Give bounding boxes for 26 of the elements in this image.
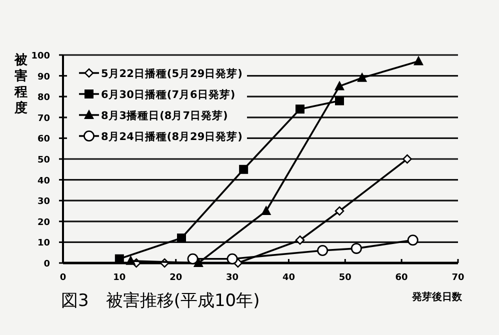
- x-tick-label: 30: [226, 273, 239, 283]
- x-tick-label: 40: [282, 273, 295, 283]
- y-tick-label: 20: [37, 218, 50, 228]
- y-axis-title: 被害程度: [14, 52, 28, 116]
- x-tick-label: 20: [170, 273, 182, 283]
- y-tick-label: 30: [37, 197, 50, 208]
- y-tick-label: 50: [37, 156, 50, 166]
- x-tick-label: 10: [113, 273, 126, 283]
- y-tick-label: 60: [37, 134, 50, 145]
- x-tick-label: 0: [60, 273, 66, 283]
- legend-label: 8月3播種日(8月7日発芽): [101, 109, 228, 122]
- y-tick-label: 90: [37, 72, 50, 82]
- y-tick-label: 100: [31, 52, 50, 62]
- x-tick-label: 70: [452, 273, 464, 283]
- y-tick-label: 10: [37, 238, 50, 249]
- y-tick-label: 80: [37, 93, 50, 104]
- x-tick-label: 50: [338, 273, 352, 283]
- legend-label: 5月22日播種(5月29日発芽): [101, 67, 242, 80]
- legend-label: 8月24日播種(8月29日発芽): [101, 130, 242, 143]
- y-tick-label: 70: [37, 114, 50, 124]
- x-tick-label: 60: [395, 273, 408, 283]
- legend-label: 6月30日播種(7月6日発芽): [101, 88, 236, 101]
- y-tick-label: 0: [44, 260, 50, 270]
- x-axis-title: 発芽後日数: [411, 291, 463, 303]
- text: 図3 被害推移(平成10年): [61, 291, 260, 311]
- y-tick-label: 40: [37, 176, 50, 186]
